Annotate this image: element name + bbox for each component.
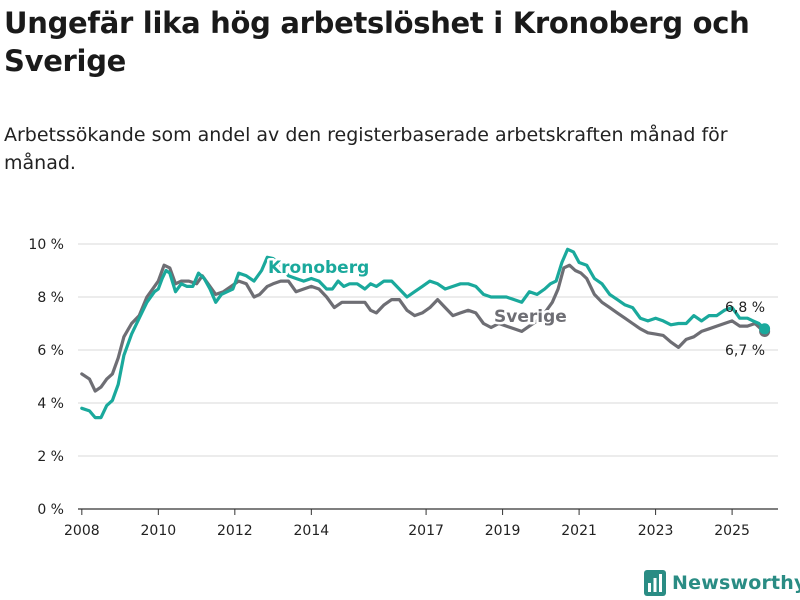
y-tick-label: 0 % (37, 502, 64, 518)
end-value-sverige: 6,7 % (725, 343, 765, 359)
x-tick-label: 2008 (64, 523, 100, 539)
newsworthy-logo[interactable]: Newsworthy (644, 570, 800, 596)
y-tick-label: 4 % (37, 396, 64, 412)
chart-title: Ungefär lika hög arbetslöshet i Kronober… (4, 6, 750, 78)
x-tick-label: 2010 (141, 523, 177, 539)
y-tick-label: 2 % (37, 449, 64, 465)
x-tick-label: 2021 (561, 523, 597, 539)
brand-name: Newsworthy (672, 572, 800, 594)
y-tick-label: 10 % (28, 237, 64, 253)
end-point-kronoberg (759, 323, 771, 335)
series-line-kronoberg (80, 247, 767, 420)
bar-chart-icon (644, 570, 666, 596)
series-line-sverige (80, 263, 767, 393)
series-labels: Kronoberg Sverige 6,8 % 6,7 % (266, 256, 766, 360)
x-tick-label: 2012 (217, 523, 253, 539)
x-tick-label: 2019 (485, 523, 521, 539)
chart-subtitle: Arbetssökande som andel av den registerb… (4, 124, 728, 174)
x-tick-label: 2014 (294, 523, 330, 539)
end-value-kronoberg: 6,8 % (725, 300, 765, 316)
y-tick-label: 6 % (37, 343, 64, 359)
gridlines (78, 243, 778, 457)
series-label-kronoberg: Kronoberg (268, 258, 369, 278)
y-tick-label: 8 % (37, 290, 64, 306)
x-axis: 2008 2010 2012 2014 2017 2019 2021 2023 2025 (64, 508, 778, 539)
y-axis-ticks: 0 % 2 % 4 % 6 % 8 % 10 % (28, 237, 64, 518)
x-tick-label: 2025 (714, 523, 750, 539)
series-label-sverige: Sverige (494, 307, 567, 327)
series-lines (80, 247, 771, 420)
x-tick-label: 2023 (638, 523, 674, 539)
x-tick-label: 2017 (408, 523, 444, 539)
